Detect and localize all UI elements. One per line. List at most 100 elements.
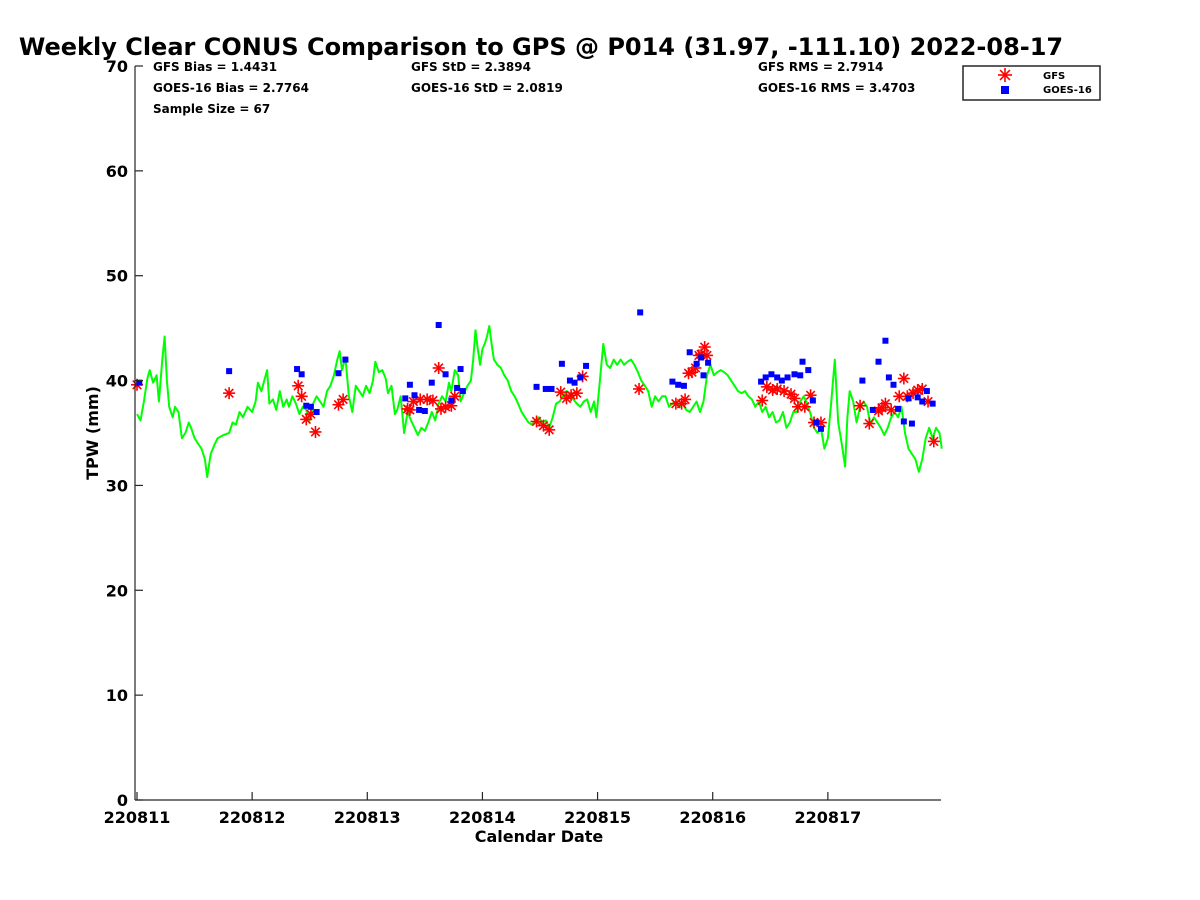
goes16-point bbox=[548, 385, 555, 392]
gfs-point bbox=[426, 394, 439, 407]
goes16-point bbox=[448, 397, 455, 404]
gfs-point bbox=[223, 387, 236, 400]
plot-markers-layer bbox=[131, 309, 940, 448]
y-tick-label: 10 bbox=[106, 686, 128, 705]
y-tick-label: 30 bbox=[106, 476, 128, 495]
goes16-point bbox=[675, 381, 682, 388]
goes16-point bbox=[799, 358, 806, 365]
goes16-point bbox=[416, 406, 423, 413]
y-tick-label: 20 bbox=[106, 581, 128, 600]
gfs-point bbox=[292, 379, 305, 392]
goes16-point bbox=[686, 349, 693, 356]
gps-series-line bbox=[136, 325, 943, 478]
goes16-point bbox=[637, 309, 644, 316]
y-axis-label: TPW (mm) bbox=[83, 386, 102, 480]
gfs-std-stat: GFS StD = 2.3894 bbox=[411, 60, 531, 74]
goes16-point bbox=[136, 379, 143, 386]
legend-goes-square-icon bbox=[1001, 86, 1009, 94]
goes16-point bbox=[298, 371, 305, 378]
x-tick-label: 220811 bbox=[104, 808, 171, 827]
goes16-point bbox=[791, 371, 798, 378]
gfs-point bbox=[530, 415, 543, 428]
legend-goes-label: GOES-16 bbox=[1043, 85, 1092, 96]
goes16-point bbox=[421, 407, 428, 414]
gfs-point bbox=[337, 393, 350, 406]
gfs-point bbox=[295, 390, 308, 403]
gfs-point bbox=[863, 417, 876, 430]
goes16-point bbox=[875, 358, 882, 365]
chart-title: Weekly Clear CONUS Comparison to GPS @ P… bbox=[19, 33, 1063, 61]
goes-bias-stat: GOES-16 Bias = 2.7764 bbox=[153, 81, 309, 95]
goes16-point bbox=[402, 395, 409, 402]
goes16-point bbox=[809, 397, 816, 404]
y-tick-label: 70 bbox=[106, 57, 128, 76]
x-tick-label: 220815 bbox=[564, 808, 631, 827]
goes16-point bbox=[669, 378, 676, 385]
gfs-point bbox=[633, 382, 646, 395]
goes16-point bbox=[313, 409, 320, 416]
goes16-point bbox=[914, 394, 921, 401]
goes16-point bbox=[797, 372, 804, 379]
gfs-point bbox=[432, 361, 445, 374]
y-axis-ticks: 0 10 20 30 40 50 60 70 bbox=[106, 57, 143, 810]
gfs-point bbox=[554, 386, 567, 399]
gfs-point bbox=[927, 435, 940, 448]
goes16-point bbox=[406, 381, 413, 388]
gfs-point bbox=[570, 387, 583, 400]
goes16-point bbox=[435, 321, 442, 328]
goes16-point bbox=[294, 366, 301, 373]
goes16-point bbox=[778, 377, 785, 384]
x-tick-label: 220814 bbox=[449, 808, 516, 827]
x-axis-ticks: 220811 220812 220813 220814 220815 220816 2208… bbox=[104, 792, 861, 827]
goes16-point bbox=[805, 367, 812, 374]
goes-rms-stat: GOES-16 RMS = 3.4703 bbox=[758, 81, 915, 95]
legend: GFS GOES-16 bbox=[962, 65, 1101, 101]
goes16-point bbox=[680, 382, 687, 389]
goes16-point bbox=[571, 379, 578, 386]
goes16-point bbox=[882, 337, 889, 344]
x-tick-label: 220812 bbox=[219, 808, 286, 827]
goes16-point bbox=[919, 398, 926, 405]
sample-size-stat: Sample Size = 67 bbox=[153, 102, 270, 116]
goes16-point bbox=[774, 374, 781, 381]
goes16-point bbox=[900, 418, 907, 425]
x-axis-label: Calendar Date bbox=[475, 827, 604, 846]
goes16-point bbox=[758, 378, 765, 385]
gfs-rms-stat: GFS RMS = 2.7914 bbox=[758, 60, 883, 74]
gfs-point bbox=[854, 399, 867, 412]
plot-series-layer bbox=[136, 325, 943, 478]
goes16-point bbox=[817, 425, 824, 432]
goes16-point bbox=[533, 383, 540, 390]
goes16-point bbox=[859, 377, 866, 384]
gfs-point bbox=[756, 394, 769, 407]
goes16-point bbox=[577, 374, 584, 381]
legend-gfs-asterisk-glyph bbox=[998, 68, 1012, 82]
gfs-bias-stat: GFS Bias = 1.4431 bbox=[153, 60, 277, 74]
goes16-point bbox=[457, 366, 464, 373]
goes16-point bbox=[869, 406, 876, 413]
goes16-point bbox=[698, 354, 705, 361]
gfs-point bbox=[698, 341, 711, 354]
goes16-point bbox=[583, 362, 590, 369]
goes16-point bbox=[813, 419, 820, 426]
y-tick-label: 50 bbox=[106, 267, 128, 286]
y-tick-label: 60 bbox=[106, 162, 128, 181]
legend-box bbox=[962, 65, 1101, 101]
goes16-point bbox=[542, 385, 549, 392]
gfs-point bbox=[679, 393, 692, 406]
legend-gfs-asterisk-icon bbox=[998, 68, 1012, 82]
goes16-point bbox=[885, 374, 892, 381]
goes16-point bbox=[566, 377, 573, 384]
goes16-point bbox=[693, 360, 700, 367]
goes16-point bbox=[700, 372, 707, 379]
gfs-point bbox=[798, 400, 811, 413]
gfs-point bbox=[897, 372, 910, 385]
x-tick-label: 220817 bbox=[794, 808, 861, 827]
goes-std-stat: GOES-16 StD = 2.0819 bbox=[411, 81, 563, 95]
goes16-point bbox=[929, 400, 936, 407]
goes16-point bbox=[335, 370, 342, 377]
goes16-point bbox=[307, 403, 314, 410]
goes16-point bbox=[905, 395, 912, 402]
y-tick-label: 40 bbox=[106, 372, 128, 391]
